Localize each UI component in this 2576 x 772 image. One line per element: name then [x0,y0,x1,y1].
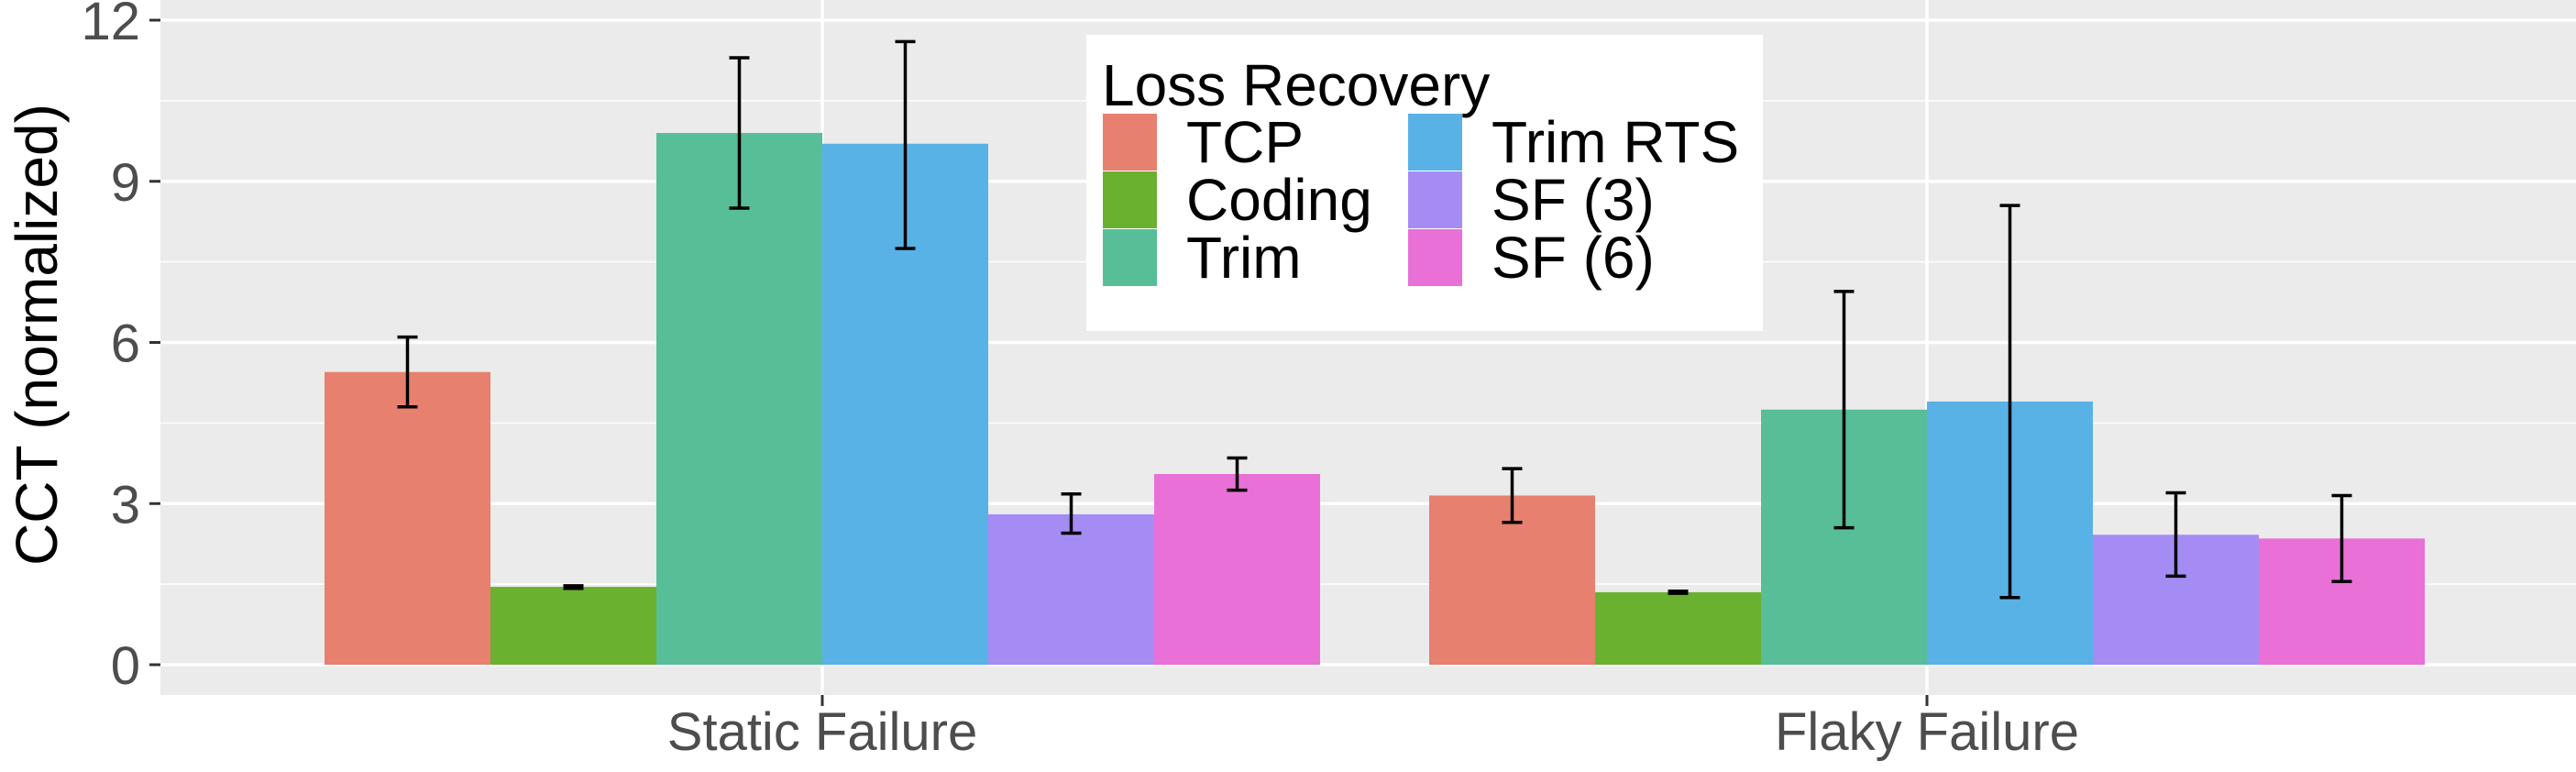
y-tick-label: 3 [111,475,140,535]
legend-swatch-sf-3 [1408,171,1462,228]
legend-label-trim: Trim [1186,225,1302,291]
error-bar-sf-3-static [1061,491,1082,535]
legend-title: Loss Recovery [1102,52,1490,118]
error-bars [397,39,2352,600]
error-bar-trim-flaky [1833,290,1855,530]
legend-label-sf-3: SF (3) [1492,167,1655,233]
legend-item-sf-3: SF (3) [1408,167,1655,233]
x-tick-label: Static Failure [667,702,977,762]
x-tick-label: Flaky Failure [1775,702,2079,762]
y-tick-label: 0 [111,636,140,696]
legend-swatch-tcp [1103,114,1157,171]
error-bar-tcp-flaky [1502,467,1523,524]
error-bar-tcp-static [397,335,418,409]
bar-coding-flaky [1595,591,1761,665]
bar-trim-static [656,133,822,665]
error-bar-sf-6-static [1227,456,1248,492]
x-axis: Static Failure Flaky Failure [667,695,2079,762]
legend-label-trim-rts: Trim RTS [1492,109,1739,175]
y-axis-title: CCT (normalized) [4,104,70,566]
legend-label-tcp: TCP [1186,109,1304,175]
bar-tcp-static [325,371,490,665]
legend-label-coding: Coding [1186,167,1372,233]
error-bar-coding-static [563,584,584,590]
legend-swatch-trim [1103,229,1157,286]
error-bar-trim-rts-flaky [1999,204,2020,600]
legend-swatch-sf-6 [1408,229,1462,286]
legend-item-trim: Trim [1103,225,1302,291]
error-bar-coding-flaky [1668,589,1689,595]
legend-swatch-coding [1103,171,1157,228]
bar-sf-3-static [988,513,1154,665]
error-bar-trim-static [729,56,750,210]
y-tick-label: 6 [111,314,140,374]
legend-item-tcp: TCP [1103,109,1304,175]
y-axis: 0 3 6 9 12 [81,0,160,696]
y-tick-label: 12 [81,0,140,51]
error-bar-sf-6-flaky [2331,493,2352,583]
legend-item-trim-rts: Trim RTS [1408,109,1739,175]
error-bar-sf-3-flaky [2165,491,2186,579]
legend-swatch-trim-rts [1408,114,1462,171]
y-tick-label: 9 [111,153,140,213]
bar-coding-static [490,587,656,665]
legend-item-sf-6: SF (6) [1408,225,1655,291]
error-bar-trim-rts-static [895,39,916,250]
legend-label-sf-6: SF (6) [1492,225,1655,291]
legend-item-coding: Coding [1103,167,1372,233]
bar-sf-6-static [1154,474,1320,665]
bars [325,133,2425,665]
